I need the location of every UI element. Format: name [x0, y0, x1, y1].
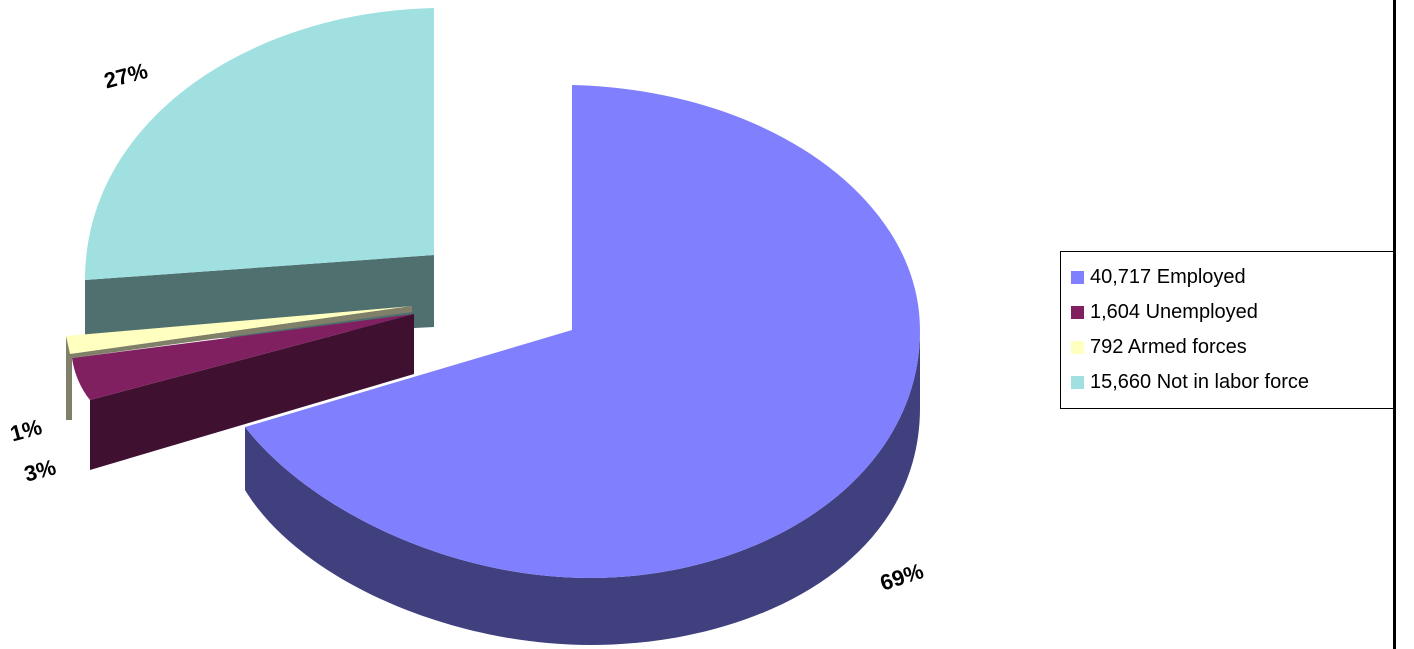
- legend-label: 40,717 Employed: [1090, 266, 1246, 288]
- legend-swatch-unemployed: [1071, 306, 1084, 319]
- slice-armed-forces-top: [66, 306, 412, 354]
- slice-not-in-labor-force[interactable]: [85, 8, 434, 345]
- legend-label: 1,604 Unemployed: [1090, 301, 1258, 323]
- slice-unemployed-top: [72, 314, 414, 400]
- slice-unemployed-side: [90, 314, 414, 470]
- label-armed-forces-pct: 1%: [7, 414, 44, 446]
- slice-unemployed[interactable]: [72, 314, 414, 470]
- legend-swatch-not-in-labor-force: [1071, 376, 1084, 389]
- label-unemployed-pct: 3%: [21, 454, 58, 486]
- legend-swatch-employed: [1071, 271, 1084, 284]
- legend-item-employed[interactable]: 40,717 Employed: [1071, 260, 1393, 295]
- slice-armed-forces[interactable]: [66, 306, 412, 420]
- legend-item-armed-forces[interactable]: 792 Armed forces: [1071, 330, 1393, 365]
- legend: 40,717 Employed 1,604 Unemployed 792 Arm…: [1060, 251, 1393, 409]
- slice-employed[interactable]: [245, 85, 920, 645]
- slice-not-in-labor-force-side: [85, 255, 434, 345]
- legend-item-unemployed[interactable]: 1,604 Unemployed: [1071, 295, 1393, 330]
- legend-item-not-in-labor-force[interactable]: 15,660 Not in labor force: [1071, 365, 1393, 400]
- legend-label: 15,660 Not in labor force: [1090, 371, 1310, 393]
- slice-not-in-labor-force-top: [85, 8, 434, 280]
- slice-employed-top: [245, 85, 920, 578]
- label-employed-pct: 69%: [877, 558, 927, 595]
- slice-armed-forces-side: [66, 336, 72, 420]
- legend-label: 792 Armed forces: [1090, 336, 1247, 358]
- legend-swatch-armed-forces: [1071, 341, 1084, 354]
- chart-frame-right: [1393, 0, 1396, 649]
- label-not-in-labor-force-pct: 27%: [101, 58, 150, 94]
- slice-employed-side: [245, 330, 920, 645]
